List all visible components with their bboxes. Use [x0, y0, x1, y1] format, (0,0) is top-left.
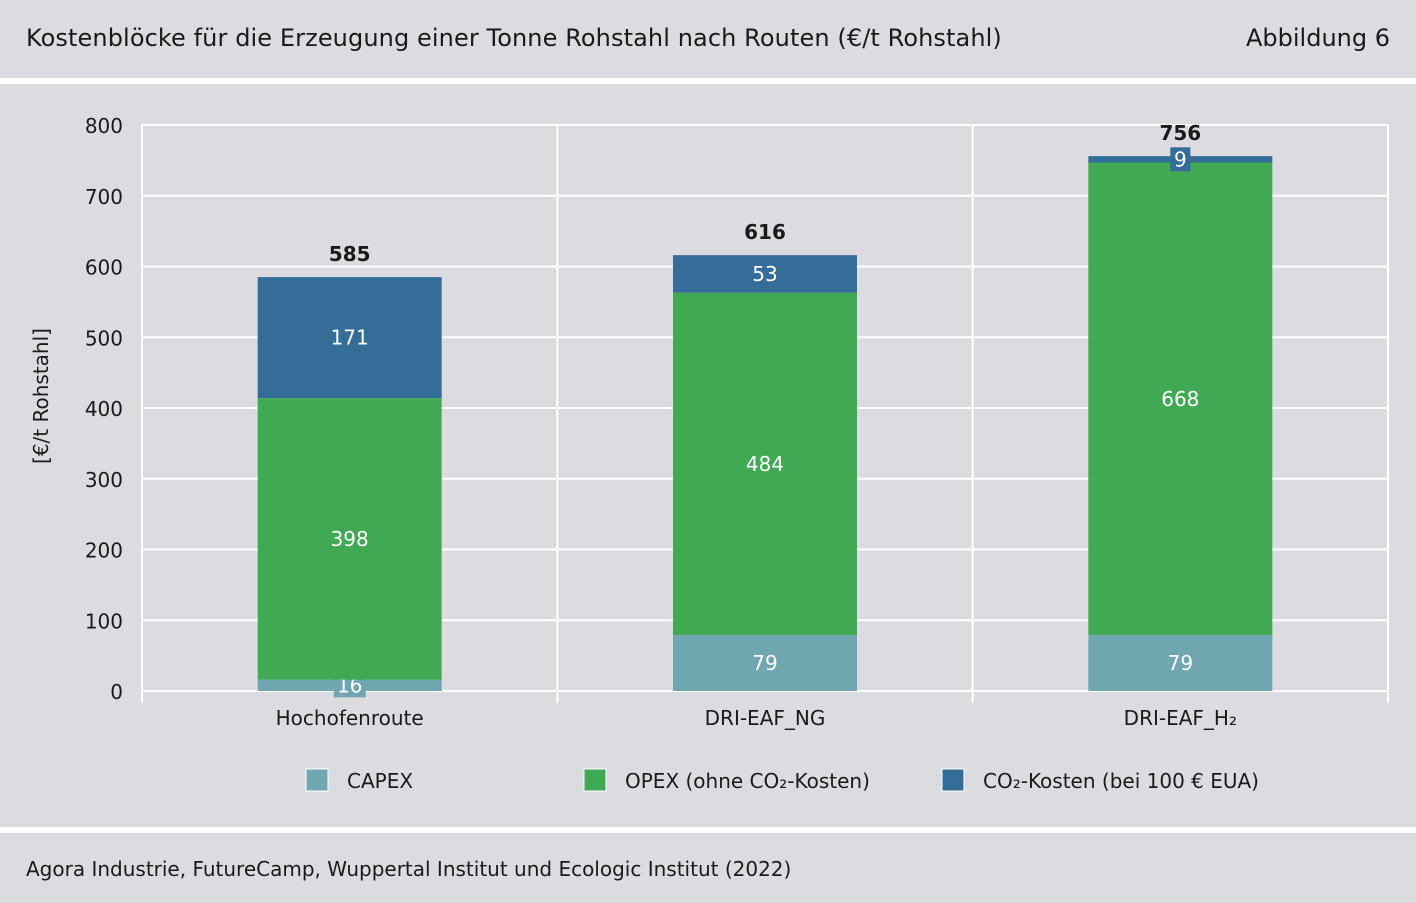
axis-layer: 0 100 200 300 400 500 600 700 800 [€/t Rohstahl] H… [29, 114, 1237, 730]
bar-segment [257, 398, 442, 680]
value-label: 484 [746, 452, 784, 476]
y-tick-label: 100 [85, 609, 123, 633]
legend-layer: CAPEX OPEX (ohne CO₂-Kosten) CO₂-Kosten (b… [305, 768, 1259, 793]
value-label: 668 [1161, 387, 1199, 411]
chart-title: Kostenblöcke für die Erzeugung einer Ton… [26, 24, 1002, 52]
value-label: 171 [331, 326, 369, 350]
category-label: Hochofenroute [276, 706, 424, 730]
chart-header: Kostenblöcke für die Erzeugung einer Ton… [0, 0, 1416, 78]
legend-label: CAPEX [347, 769, 413, 793]
y-tick-label: 800 [85, 114, 123, 138]
total-label: 756 [1159, 121, 1201, 145]
legend-label: OPEX (ohne CO₂-Kosten) [625, 769, 870, 793]
y-tick-label: 300 [85, 468, 123, 492]
legend-swatch [941, 768, 965, 792]
y-axis-label: [€/t Rohstahl] [29, 328, 53, 464]
bar-segment [1088, 635, 1273, 691]
bar-segment [673, 255, 857, 293]
y-tick-label: 500 [85, 326, 123, 350]
y-tick-label: 400 [85, 397, 123, 421]
bar-segment [673, 292, 857, 636]
value-label-badge [1170, 147, 1191, 172]
y-tick-label: 0 [110, 680, 123, 704]
total-label: 616 [744, 220, 786, 244]
value-label: 53 [752, 262, 777, 286]
bar-segment [673, 635, 857, 691]
bar-segment [1088, 162, 1273, 636]
category-label: DRI-EAF_NG [705, 706, 826, 730]
figure-label: Abbildung 6 [1245, 24, 1390, 52]
legend-swatch [583, 768, 607, 792]
value-label: 79 [1168, 651, 1193, 675]
chart-panel: 16 398 171 585 79 484 53 616 79 668 9 756 0 100 200 30… [0, 84, 1416, 827]
value-label: 79 [752, 651, 777, 675]
value-label: 9 [1174, 147, 1187, 171]
chart-footer: Agora Industrie, FutureCamp, Wuppertal I… [0, 833, 1416, 903]
bar-segment [257, 277, 442, 399]
source-note: Agora Industrie, FutureCamp, Wuppertal I… [26, 857, 792, 881]
category-label: DRI-EAF_H₂ [1124, 706, 1237, 730]
y-tick-label: 600 [85, 256, 123, 280]
legend-item: CO₂-Kosten (bei 100 € EUA) [941, 768, 1259, 793]
legend-swatch [305, 768, 329, 792]
legend-label: CO₂-Kosten (bei 100 € EUA) [983, 769, 1259, 793]
legend-item: OPEX (ohne CO₂-Kosten) [583, 768, 870, 793]
total-label: 585 [329, 242, 371, 266]
y-tick-label: 200 [85, 539, 123, 563]
value-label: 398 [331, 527, 369, 551]
y-tick-label: 700 [85, 185, 123, 209]
legend-item: CAPEX [305, 768, 413, 793]
